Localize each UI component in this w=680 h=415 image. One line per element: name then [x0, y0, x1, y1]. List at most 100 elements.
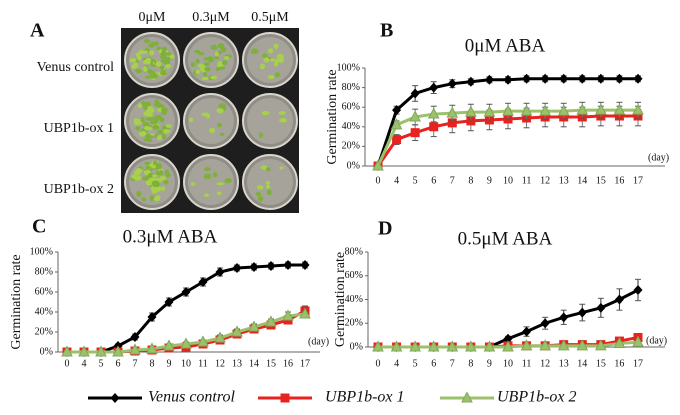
row-label: Venus control: [37, 60, 114, 75]
seedling: [160, 69, 167, 76]
x-tick-label: 0: [376, 175, 381, 186]
marker: [559, 73, 569, 84]
y-tick-label: 100%: [337, 62, 360, 73]
chart-title: 0.5μM ABA: [458, 228, 553, 249]
marker: [410, 88, 420, 99]
y-tick-label: 20%: [345, 318, 363, 329]
marker: [164, 297, 174, 307]
seedling: [135, 69, 140, 74]
series: [372, 335, 644, 352]
seedling: [218, 66, 226, 70]
marker: [557, 339, 570, 351]
marker: [198, 277, 208, 287]
marker: [540, 73, 550, 84]
seedling: [189, 117, 194, 123]
marker: [409, 340, 421, 352]
marker: [614, 294, 624, 305]
column-label: 0.3μM: [192, 10, 230, 25]
seedling: [135, 126, 141, 131]
seedling: [203, 167, 211, 172]
marker: [95, 345, 107, 357]
marker: [429, 122, 439, 132]
seedling: [140, 130, 147, 137]
seedling: [149, 135, 154, 139]
seedling: [267, 48, 274, 54]
y-tick-label: 20%: [35, 326, 53, 337]
panel-label: A: [30, 20, 45, 42]
seedling: [209, 127, 216, 134]
marker: [577, 73, 587, 84]
marker: [146, 342, 158, 354]
seedling: [273, 43, 279, 49]
seedling: [279, 166, 284, 170]
seedling: [213, 56, 220, 60]
column-label: 0.5μM: [251, 10, 289, 25]
marker: [265, 315, 277, 327]
x-tick-label: 10: [181, 358, 191, 369]
x-tick-label: 6: [116, 358, 121, 369]
seedling: [257, 195, 264, 202]
seedling: [216, 182, 225, 186]
series: [61, 307, 311, 357]
seedling: [217, 50, 223, 55]
marker: [147, 312, 157, 322]
seedling: [261, 111, 270, 116]
panel-label: C: [32, 216, 46, 238]
marker: [576, 103, 589, 115]
marker: [266, 261, 276, 271]
marker: [576, 339, 589, 351]
dishes: [124, 32, 298, 210]
x-tick-label: 12: [215, 358, 225, 369]
marker: [613, 336, 626, 348]
seedling: [152, 174, 158, 178]
x-tick-label: 7: [450, 358, 455, 369]
seedling: [258, 132, 264, 138]
x-tick-label: 5: [413, 175, 418, 186]
x-tick-label: 16: [614, 358, 624, 369]
marker: [613, 103, 626, 115]
seedling: [153, 186, 159, 193]
marker: [392, 105, 402, 116]
dish-inner: [188, 159, 234, 205]
panel-label: B: [380, 20, 393, 42]
marker: [559, 312, 569, 323]
marker: [502, 104, 514, 116]
x-tick-label: 4: [394, 358, 399, 369]
seedling: [137, 169, 142, 174]
panel-label: D: [378, 218, 392, 240]
seedling: [161, 186, 166, 191]
seedling: [165, 172, 171, 178]
seedling: [255, 191, 262, 196]
seedling: [142, 50, 149, 54]
seedling: [221, 60, 228, 65]
seedling: [142, 105, 148, 110]
seedling: [156, 135, 163, 141]
marker: [539, 104, 551, 116]
row-label: UBP1b-ox 2: [44, 182, 114, 197]
marker: [466, 76, 476, 87]
seedling: [142, 176, 147, 181]
chart-title: 0μM ABA: [465, 35, 546, 56]
y-axis-label: Germination rate: [325, 69, 340, 164]
seedling: [159, 176, 167, 181]
y-axis-label: Germination rate: [9, 254, 24, 349]
marker: [539, 339, 551, 351]
seedling: [163, 179, 169, 185]
x-tick-label: 9: [487, 358, 492, 369]
seedling: [203, 173, 212, 180]
seedling: [144, 101, 151, 107]
x-unit: (day): [646, 335, 667, 346]
x-tick-label: 8: [150, 358, 155, 369]
marker: [503, 333, 513, 344]
seedling: [129, 57, 137, 63]
seedling: [153, 41, 159, 47]
legend-marker: [461, 391, 473, 403]
seedling: [201, 76, 209, 81]
seedling: [197, 63, 206, 69]
marker: [429, 82, 439, 93]
marker: [181, 287, 191, 297]
marker: [520, 339, 533, 351]
marker: [372, 340, 384, 352]
y-tick-label: 0%: [350, 341, 363, 352]
marker: [522, 326, 532, 337]
